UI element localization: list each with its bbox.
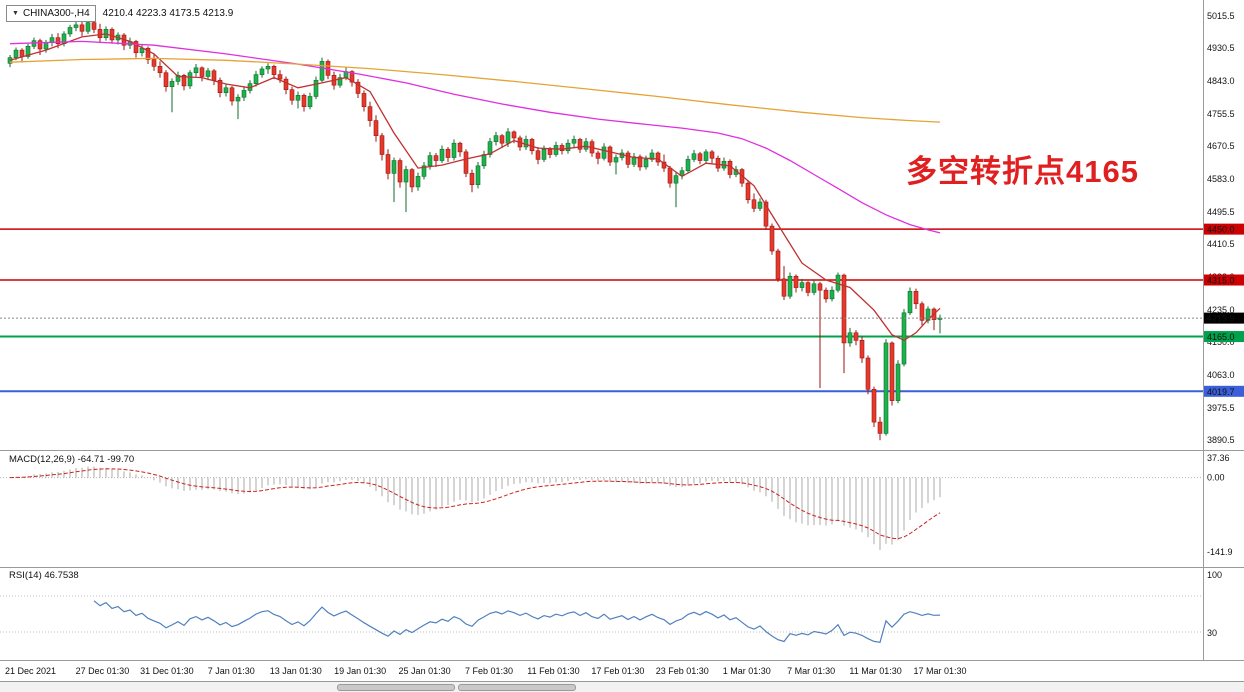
svg-text:4315.0: 4315.0 [1207, 276, 1235, 286]
rsi-axis-labels: 100 30 [1207, 570, 1222, 638]
svg-text:27 Dec 01:30: 27 Dec 01:30 [76, 666, 130, 676]
macd-histogram [15, 466, 941, 550]
x-axis-labels: 21 Dec 2021 27 Dec 01:30 31 Dec 01:30 7 Jan… [5, 666, 967, 676]
ma-slow-line [9, 57, 941, 123]
symbol-selector[interactable]: ▼ CHINA300-,H4 [6, 5, 96, 22]
svg-text:30: 30 [1207, 628, 1217, 638]
svg-text:7 Mar 01:30: 7 Mar 01:30 [787, 666, 835, 676]
svg-text:25 Jan 01:30: 25 Jan 01:30 [399, 666, 451, 676]
svg-text:4150.0: 4150.0 [1207, 337, 1235, 347]
svg-text:3890.5: 3890.5 [1207, 435, 1235, 445]
svg-text:37.36: 37.36 [1207, 453, 1230, 463]
svg-text:11 Feb 01:30: 11 Feb 01:30 [527, 666, 579, 676]
svg-text:4670.5: 4670.5 [1207, 141, 1235, 151]
chart-header: ▼ CHINA300-,H4 4210.4 4223.3 4173.5 4213… [6, 5, 233, 22]
dropdown-arrow-icon: ▼ [12, 10, 19, 17]
ma-medium-line [9, 40, 941, 234]
svg-text:100: 100 [1207, 570, 1222, 580]
svg-text:4583.0: 4583.0 [1207, 174, 1235, 184]
price-tag-4019.7: 4019.7 [1204, 385, 1244, 397]
price-tag-4213.9: 4213.9 [1204, 312, 1244, 324]
svg-text:17 Mar 01:30: 17 Mar 01:30 [913, 666, 966, 676]
svg-text:4930.5: 4930.5 [1207, 43, 1235, 53]
svg-text:4450.0: 4450.0 [1207, 225, 1235, 235]
svg-text:19 Jan 01:30: 19 Jan 01:30 [334, 666, 386, 676]
annotation-text: 多空转折点4165 [906, 154, 1139, 189]
candles-group [7, 18, 943, 441]
price-tag-4165.0: 4165.0 [1204, 331, 1244, 343]
macd-signal-line [9, 468, 941, 540]
svg-text:23 Feb 01:30: 23 Feb 01:30 [656, 666, 709, 676]
rsi-line [93, 600, 941, 643]
price-tag-4450.0: 4450.0 [1204, 223, 1244, 235]
svg-text:4063.0: 4063.0 [1207, 370, 1235, 380]
svg-text:4019.7: 4019.7 [1207, 387, 1235, 397]
svg-text:4213.9: 4213.9 [1207, 314, 1235, 324]
svg-text:4410.5: 4410.5 [1207, 239, 1235, 249]
price-levels[interactable] [0, 228, 1203, 393]
ma-fast-line [9, 33, 941, 342]
svg-text:-141.9: -141.9 [1207, 547, 1233, 557]
svg-text:13 Jan 01:30: 13 Jan 01:30 [270, 666, 322, 676]
y-axis-labels: 5015.5 4930.5 4843.0 4755.5 4670.5 4583.0 4495… [1207, 11, 1235, 445]
svg-text:1 Mar 01:30: 1 Mar 01:30 [723, 666, 771, 676]
ohlc-values: 4210.4 4223.3 4173.5 4213.9 [102, 8, 234, 19]
symbol-label: CHINA300-,H4 [22, 8, 90, 19]
scrollbar-segment[interactable] [458, 684, 576, 691]
svg-text:11 Mar 01:30: 11 Mar 01:30 [849, 666, 901, 676]
svg-text:3975.5: 3975.5 [1207, 403, 1235, 413]
svg-text:0.00: 0.00 [1207, 473, 1225, 483]
svg-text:4235.0: 4235.0 [1207, 305, 1235, 315]
svg-text:5015.5: 5015.5 [1207, 11, 1235, 21]
bottom-scrollbar[interactable] [0, 681, 1244, 692]
svg-text:31 Dec 01:30: 31 Dec 01:30 [140, 666, 194, 676]
svg-text:21 Dec 2021: 21 Dec 2021 [5, 666, 56, 676]
svg-text:7 Feb 01:30: 7 Feb 01:30 [465, 666, 513, 676]
svg-text:17 Feb 01:30: 17 Feb 01:30 [591, 666, 644, 676]
rsi-label: RSI(14) 46.7538 [9, 570, 79, 581]
macd-label: MACD(12,26,9) -64.71 -99.70 [9, 454, 135, 465]
price-tag-4315.0: 4315.0 [1204, 274, 1244, 286]
svg-text:4495.5: 4495.5 [1207, 207, 1235, 217]
svg-text:7 Jan 01:30: 7 Jan 01:30 [208, 666, 255, 676]
svg-text:4843.0: 4843.0 [1207, 76, 1235, 86]
svg-text:4755.5: 4755.5 [1207, 109, 1235, 119]
svg-text:4165.0: 4165.0 [1207, 332, 1235, 342]
macd-axis-labels: 37.36 0.00 -141.9 [1207, 453, 1233, 557]
scrollbar-segment[interactable] [337, 684, 455, 691]
